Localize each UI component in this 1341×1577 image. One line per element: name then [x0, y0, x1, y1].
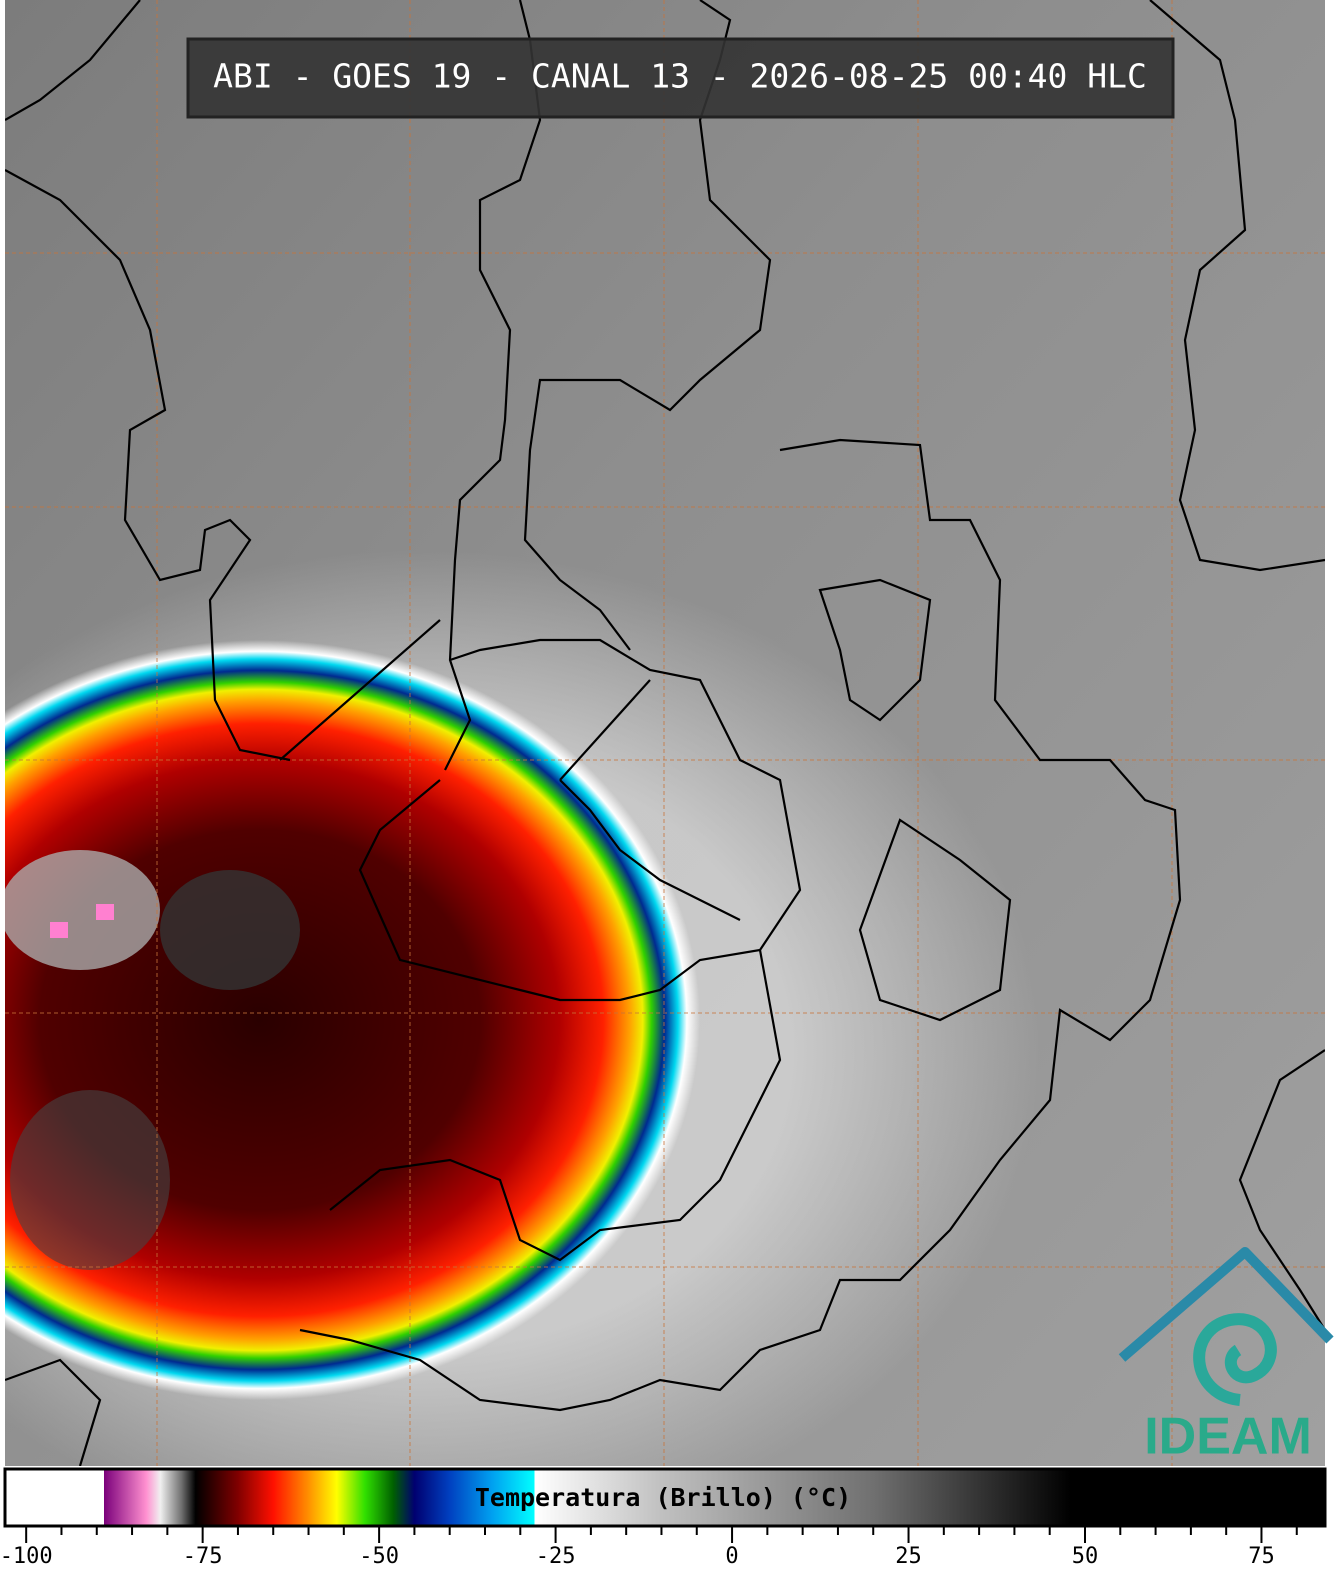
logo-spiral	[1193, 1313, 1277, 1406]
tick-label: 0	[725, 1544, 738, 1569]
storm-cloud	[5, 640, 700, 1400]
tick-label: 50	[1072, 1544, 1099, 1569]
title-box: ABI - GOES 19 - CANAL 13 - 2026-08-25 00…	[186, 37, 1175, 119]
tick-label: 75	[1248, 1544, 1275, 1569]
tick-label: -50	[359, 1544, 399, 1569]
coldest-pixel	[96, 904, 114, 920]
logo-text: IDEAM	[1144, 1408, 1312, 1466]
colorbar-fill	[3, 1467, 1327, 1528]
tick-label: -75	[183, 1544, 223, 1569]
satellite-map	[5, 0, 1325, 1466]
overshoot	[5, 850, 160, 970]
logo: IDEAM	[1118, 1247, 1334, 1466]
cold-core	[160, 870, 300, 990]
tick-label: -25	[536, 1544, 576, 1569]
coldest-pixel	[50, 922, 68, 938]
title: ABI - GOES 19 - CANAL 13 - 2026-08-25 00…	[213, 57, 1147, 96]
boundaries	[5, 0, 1325, 1466]
title-background	[186, 37, 1175, 119]
colorbar: Temperatura (Brillo) (°C) -100 -75 -50 -25 0…	[0, 1467, 1327, 1569]
cold-core	[10, 1090, 170, 1270]
tick-label: -100	[0, 1544, 53, 1569]
logo-roof	[1118, 1247, 1334, 1362]
tick-label: 25	[895, 1544, 922, 1569]
grid-lines	[5, 0, 1325, 1466]
colorbar-label: Temperatura (Brillo) (°C)	[475, 1483, 851, 1512]
